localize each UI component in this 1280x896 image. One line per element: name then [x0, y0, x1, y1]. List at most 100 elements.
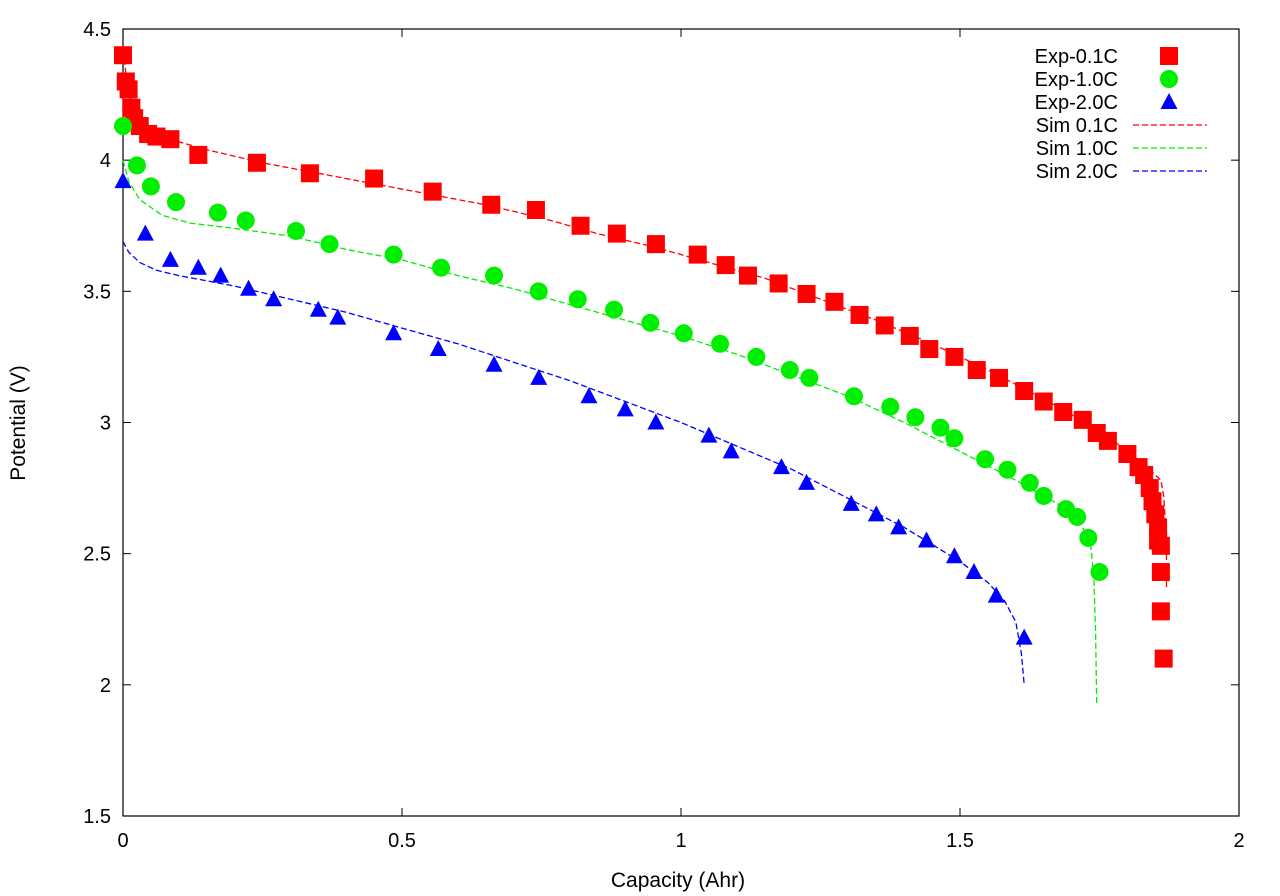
data-point-exp-1-0c [1034, 486, 1053, 505]
data-point-exp-1-0c [1068, 507, 1087, 526]
legend-label-exp-2-0c: Exp-2.0C [1035, 92, 1118, 114]
data-point-exp-0-1c [1015, 382, 1034, 401]
data-point-exp-1-0c [881, 397, 900, 416]
data-point-exp-2-0c [212, 266, 230, 283]
data-point-exp-1-0c [906, 408, 925, 427]
data-point-exp-2-0c [987, 586, 1005, 603]
data-point-exp-2-0c [722, 442, 740, 459]
data-point-exp-2-0c [485, 355, 503, 372]
data-point-exp-2-0c [530, 368, 548, 385]
data-point-exp-0-1c [161, 130, 180, 149]
y-tick-label: 3 [100, 413, 111, 435]
data-point-exp-0-1c [967, 361, 986, 380]
data-point-exp-1-0c [747, 347, 766, 366]
data-point-exp-1-0c [641, 313, 660, 332]
data-point-exp-0-1c [189, 145, 208, 164]
y-tick-label: 3.5 [83, 281, 111, 303]
data-point-exp-1-0c [998, 460, 1017, 479]
data-point-exp-2-0c [772, 458, 790, 475]
data-point-exp-1-0c [568, 290, 587, 309]
series-points-exp-0-1c [114, 46, 1173, 668]
data-point-exp-2-0c [385, 324, 403, 341]
y-tick-label: 2.5 [83, 544, 111, 566]
series-line-sim-2-0c [122, 241, 1025, 685]
x-tick-label: 0 [117, 830, 128, 852]
data-point-exp-2-0c [580, 387, 598, 404]
y-tick-label: 4 [100, 150, 111, 172]
data-point-exp-0-1c [147, 127, 166, 146]
data-point-exp-0-1c [300, 164, 319, 183]
data-point-exp-2-0c [189, 258, 207, 275]
data-point-exp-0-1c [1054, 403, 1073, 422]
legend-swatch-exp-0-1c [1160, 47, 1178, 65]
data-point-exp-0-1c [114, 46, 132, 65]
data-point-exp-1-0c [320, 235, 339, 254]
legend-label-exp-0-1c: Exp-0.1C [1035, 46, 1118, 68]
data-point-exp-1-0c [432, 258, 451, 277]
data-point-exp-1-0c [208, 203, 227, 222]
data-point-exp-1-0c [127, 156, 146, 175]
data-point-exp-1-0c [711, 334, 730, 353]
data-point-exp-1-0c [1090, 563, 1109, 582]
data-point-exp-1-0c [167, 193, 186, 212]
data-point-exp-2-0c [798, 473, 816, 490]
data-point-exp-0-1c [423, 182, 442, 201]
data-point-exp-0-1c [875, 316, 894, 335]
data-point-exp-2-0c [867, 505, 885, 522]
data-point-exp-2-0c [240, 279, 258, 296]
legend-swatch-exp-1-0c [1160, 70, 1178, 88]
data-point-exp-1-0c [485, 266, 504, 285]
y-tick-label: 4.5 [83, 19, 111, 41]
data-point-exp-0-1c [607, 224, 626, 243]
data-point-exp-0-1c [688, 245, 707, 264]
data-point-exp-2-0c [700, 426, 718, 443]
data-point-exp-0-1c [1098, 431, 1117, 450]
data-point-exp-2-0c [265, 290, 283, 307]
data-point-exp-2-0c [918, 531, 936, 548]
x-tick-label: 1.5 [946, 830, 974, 852]
legend-label-sim-1-0c: Sim 1.0C [1036, 138, 1118, 160]
data-point-exp-0-1c [1073, 410, 1092, 429]
data-point-exp-1-0c [286, 221, 305, 240]
data-point-exp-2-0c [842, 494, 860, 511]
data-point-exp-0-1c [769, 274, 788, 293]
data-point-exp-0-1c [1154, 649, 1173, 668]
data-point-exp-1-0c [931, 418, 950, 437]
legend-label-exp-1-0c: Exp-1.0C [1035, 69, 1118, 91]
data-point-exp-2-0c [616, 400, 634, 417]
data-point-exp-0-1c [825, 292, 844, 311]
data-point-exp-0-1c [1151, 563, 1170, 582]
data-point-exp-1-0c [141, 177, 160, 196]
x-tick-label: 1 [675, 830, 686, 852]
data-point-exp-0-1c [1151, 536, 1170, 555]
data-point-exp-1-0c [674, 324, 693, 343]
data-point-exp-1-0c [844, 387, 863, 406]
data-point-exp-0-1c [482, 195, 501, 214]
data-point-exp-1-0c [780, 361, 799, 380]
data-point-exp-2-0c [1015, 628, 1033, 645]
data-point-exp-0-1c [526, 201, 545, 220]
data-point-exp-0-1c [119, 80, 138, 99]
data-point-exp-0-1c [247, 153, 266, 172]
data-point-exp-1-0c [800, 368, 819, 387]
data-point-exp-2-0c [945, 547, 963, 564]
data-point-exp-0-1c [716, 256, 735, 275]
data-point-exp-0-1c [920, 340, 939, 359]
data-point-exp-2-0c [965, 563, 983, 580]
data-point-exp-2-0c [429, 340, 447, 357]
x-tick-label: 2 [1233, 830, 1244, 852]
series-points-exp-1-0c [114, 117, 1109, 582]
data-point-exp-0-1c [571, 216, 590, 235]
data-point-exp-2-0c [890, 518, 908, 535]
data-point-exp-1-0c [976, 450, 995, 469]
y-tick-label: 2 [100, 675, 111, 697]
y-axis-title: Potential (V) [7, 365, 30, 481]
data-point-exp-2-0c [114, 172, 132, 189]
data-point-exp-2-0c [136, 224, 154, 241]
series-points-exp-2-0c [114, 172, 1033, 645]
data-point-exp-0-1c [1034, 392, 1053, 411]
data-point-exp-2-0c [329, 308, 347, 325]
data-point-exp-0-1c [1151, 602, 1170, 621]
legend-swatch-exp-2-0c [1160, 93, 1178, 109]
